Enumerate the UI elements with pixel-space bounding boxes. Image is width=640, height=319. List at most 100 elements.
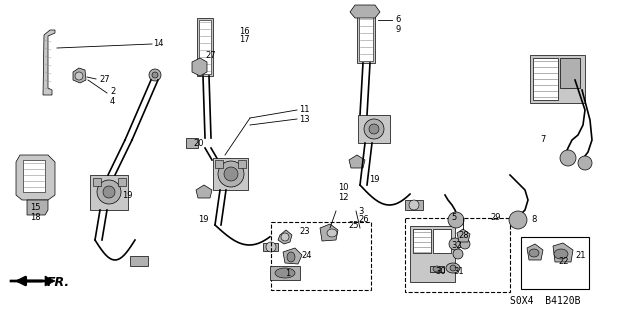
Bar: [213, 158, 248, 190]
Bar: [410, 226, 455, 282]
Ellipse shape: [529, 249, 539, 257]
Text: 14: 14: [153, 40, 163, 48]
Ellipse shape: [218, 161, 244, 187]
Ellipse shape: [450, 265, 456, 271]
Text: 27: 27: [99, 75, 109, 84]
Polygon shape: [320, 224, 338, 241]
Polygon shape: [10, 276, 55, 286]
Bar: [430, 266, 444, 272]
Text: 9: 9: [395, 25, 400, 33]
Bar: [433, 229, 451, 253]
Ellipse shape: [275, 268, 295, 278]
Text: FR.: FR.: [47, 276, 70, 288]
Bar: [238, 160, 246, 168]
Ellipse shape: [446, 263, 460, 273]
Ellipse shape: [75, 72, 83, 80]
Polygon shape: [43, 30, 55, 95]
Text: 29: 29: [490, 213, 500, 222]
Text: 30: 30: [435, 266, 445, 276]
Polygon shape: [350, 5, 380, 18]
Bar: [357, 8, 375, 63]
Text: S0X4  B4120B: S0X4 B4120B: [510, 296, 580, 306]
Text: 18: 18: [30, 212, 40, 221]
Text: 32: 32: [451, 241, 461, 249]
Text: 10: 10: [338, 183, 349, 192]
Polygon shape: [527, 244, 543, 260]
Polygon shape: [196, 185, 212, 198]
Text: 7: 7: [540, 136, 545, 145]
Ellipse shape: [152, 72, 158, 78]
Text: 16: 16: [239, 27, 250, 36]
Bar: [358, 115, 390, 143]
Text: 25: 25: [348, 220, 358, 229]
Text: 1: 1: [285, 270, 291, 278]
Text: 19: 19: [369, 175, 380, 184]
Bar: [93, 178, 101, 186]
Ellipse shape: [560, 150, 576, 166]
Ellipse shape: [409, 200, 419, 210]
Polygon shape: [23, 160, 45, 192]
Ellipse shape: [97, 180, 121, 204]
Bar: [405, 200, 423, 210]
Polygon shape: [27, 200, 48, 215]
Text: 28: 28: [458, 231, 468, 240]
Ellipse shape: [327, 229, 337, 237]
Ellipse shape: [460, 239, 470, 249]
Polygon shape: [73, 68, 86, 83]
Text: 24: 24: [301, 251, 312, 261]
Text: 15: 15: [30, 204, 40, 212]
Bar: [530, 55, 585, 103]
Ellipse shape: [578, 156, 592, 170]
Text: 23: 23: [299, 227, 310, 236]
Bar: [521, 237, 589, 289]
Text: 13: 13: [299, 115, 310, 123]
Text: 22: 22: [558, 257, 568, 266]
Bar: [197, 18, 213, 76]
Bar: [118, 178, 126, 186]
Bar: [263, 243, 278, 251]
Ellipse shape: [266, 242, 276, 252]
Ellipse shape: [149, 69, 161, 81]
Polygon shape: [457, 229, 470, 242]
Ellipse shape: [554, 249, 568, 259]
Ellipse shape: [448, 212, 464, 228]
Text: 2: 2: [110, 87, 115, 97]
Text: 3: 3: [358, 206, 364, 216]
Ellipse shape: [224, 167, 238, 181]
Ellipse shape: [453, 249, 463, 259]
Text: 27: 27: [205, 50, 216, 60]
Text: 5: 5: [451, 213, 456, 222]
Bar: [413, 229, 431, 253]
Polygon shape: [283, 248, 302, 264]
Polygon shape: [16, 155, 55, 200]
Bar: [270, 266, 300, 280]
Bar: [186, 138, 198, 148]
Ellipse shape: [369, 124, 379, 134]
Ellipse shape: [364, 119, 384, 139]
Ellipse shape: [509, 211, 527, 229]
Polygon shape: [192, 58, 207, 76]
Text: 6: 6: [395, 16, 401, 25]
Text: 19: 19: [198, 216, 209, 225]
Text: 19: 19: [122, 190, 132, 199]
Bar: [271, 222, 371, 290]
Ellipse shape: [287, 252, 295, 262]
Text: 21: 21: [575, 250, 586, 259]
Text: 8: 8: [531, 216, 536, 225]
Text: 11: 11: [299, 106, 310, 115]
Bar: [533, 58, 558, 100]
Bar: [215, 160, 223, 168]
Polygon shape: [553, 243, 573, 262]
Bar: [405, 218, 510, 292]
Bar: [359, 10, 373, 61]
Ellipse shape: [281, 233, 289, 241]
Text: 12: 12: [338, 192, 349, 202]
Ellipse shape: [449, 238, 461, 250]
Bar: [90, 175, 128, 210]
Bar: [199, 20, 211, 74]
Polygon shape: [349, 155, 365, 168]
Text: 17: 17: [239, 35, 250, 44]
Text: 4: 4: [110, 97, 115, 106]
Text: 31: 31: [453, 266, 463, 276]
Ellipse shape: [103, 186, 115, 198]
